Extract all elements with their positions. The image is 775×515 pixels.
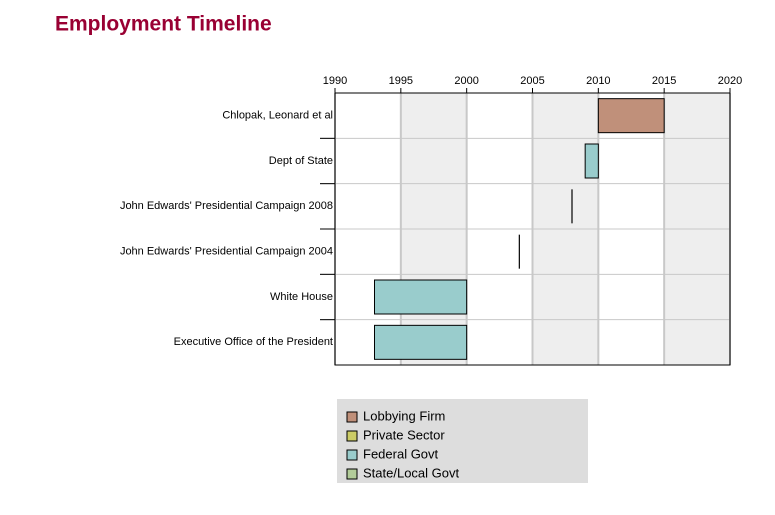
bar [597,98,665,134]
y-tick-label: Dept of State [269,155,333,167]
chart-title: Employment Timeline [55,13,272,36]
y-tick-label: John Edwards' Presidential Campaign 2004 [120,246,333,258]
legend-box [337,399,588,483]
x-tick-label: 1990 [323,75,347,87]
legend-swatch [346,411,358,423]
y-tick-label: John Edwards' Presidential Campaign 2008 [120,200,333,212]
legend-label: State/Local Govt [363,465,459,480]
y-tick-label: Executive Office of the President [174,336,333,348]
x-tick-label: 2000 [454,75,478,87]
legend-label: Private Sector [363,427,445,442]
legend-swatch [346,468,358,480]
bar [374,324,468,360]
bar [374,279,468,315]
x-tick-label: 2005 [520,75,544,87]
x-tick-label: 2020 [718,75,742,87]
legend-label: Federal Govt [363,446,439,461]
legend-swatch [346,449,358,461]
x-tick-label: 1995 [389,75,413,87]
legend-swatch [346,430,358,442]
y-tick-label: White House [270,291,333,303]
legend-label: Lobbying Firm [363,408,445,423]
bar [584,143,599,179]
x-tick-label: 2015 [652,75,676,87]
plot-frame [334,92,731,366]
x-tick-label: 2010 [586,75,610,87]
y-tick-label: Chlopak, Leonard et al [222,110,333,122]
